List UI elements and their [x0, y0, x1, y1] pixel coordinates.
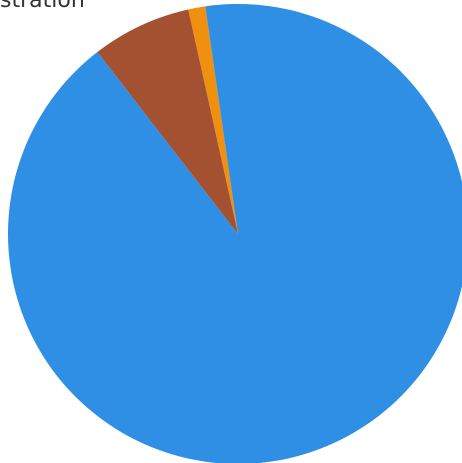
pie-slice-3: [97, 9, 238, 234]
pie-slice-1: [188, 6, 238, 235]
pie-slice-2: [8, 4, 462, 463]
chart-title: stration: [0, 0, 85, 13]
